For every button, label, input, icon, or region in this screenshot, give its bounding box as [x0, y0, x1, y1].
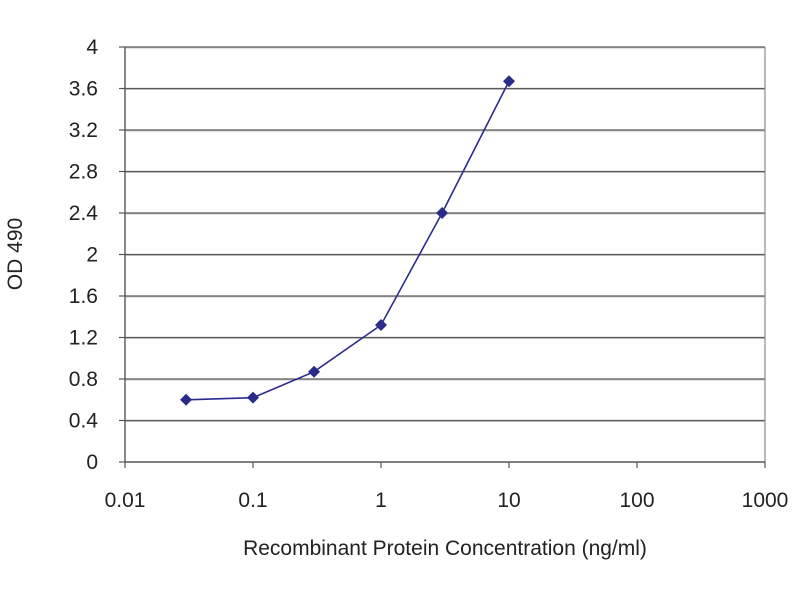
y-tick-label: 3.6 [69, 78, 98, 101]
x-tick-label: 0.01 [105, 489, 146, 512]
data-point [503, 75, 515, 88]
data-point [180, 393, 193, 406]
x-tick-label: 1 [375, 489, 387, 512]
x-axis-title: Recombinant Protein Concentration (ng/ml… [243, 537, 647, 560]
data-point [308, 365, 321, 378]
x-tick-label: 0.1 [238, 489, 267, 512]
x-tick-label: 100 [619, 489, 654, 512]
data-point [247, 391, 259, 404]
y-tick-label: 2.8 [69, 161, 98, 184]
y-tick-label: 1.2 [69, 327, 98, 350]
y-tick-label: 1.6 [69, 285, 98, 308]
series [180, 75, 515, 406]
data-point [375, 319, 387, 332]
y-axis-title: OD 490 [4, 218, 27, 290]
x-tick-label: 1000 [742, 489, 789, 512]
y-tick-label: 2 [86, 244, 98, 267]
y-tick-label: 0 [86, 451, 98, 474]
series-line [186, 80, 510, 401]
x-tick-labels: 0.01 0.1 1 10 100 1000 [105, 489, 789, 512]
y-tick-label: 4 [86, 36, 98, 59]
data-point [436, 207, 449, 219]
y-tick-label: 3.2 [69, 119, 98, 142]
y-tick-label: 2.4 [69, 202, 99, 225]
axes [119, 46, 766, 468]
y-tick-labels: 0 0.4 0.8 1.2 1.6 2 2.4 2.8 3.2 3.6 4 [69, 36, 99, 474]
x-tick-label: 10 [497, 489, 520, 512]
y-tick-label: 0.8 [69, 368, 98, 391]
y-tick-label: 0.4 [69, 410, 99, 433]
